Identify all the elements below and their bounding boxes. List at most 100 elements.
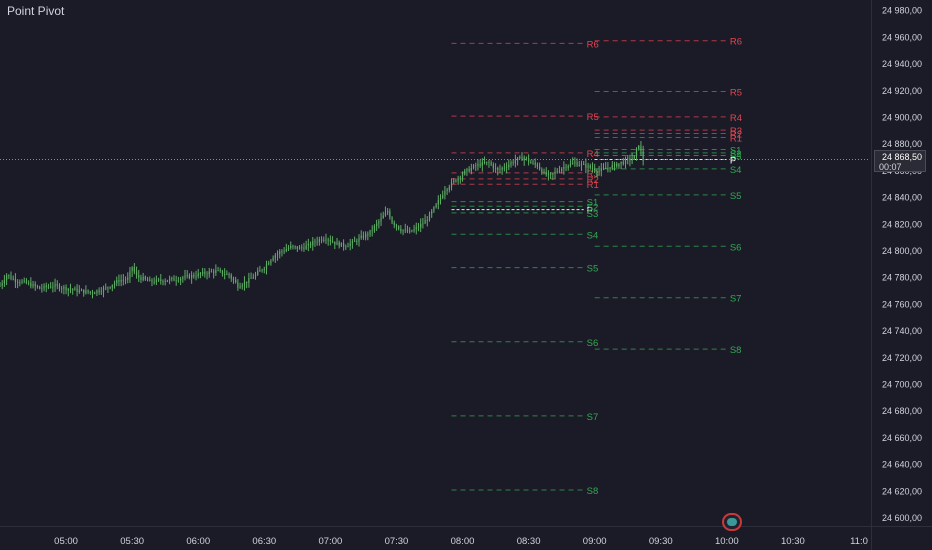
candle-body xyxy=(296,246,298,249)
candle-body xyxy=(314,241,316,243)
candle-body xyxy=(276,253,279,256)
candle-body xyxy=(283,250,285,252)
candle-body xyxy=(627,158,629,160)
candle-body xyxy=(281,251,283,252)
time-tick-label: 05:30 xyxy=(120,536,144,547)
candle-body xyxy=(107,287,109,289)
candle-body xyxy=(124,279,127,281)
price-tick-label: 24 780,00 xyxy=(882,273,922,283)
candle-body xyxy=(85,290,87,294)
candle-body xyxy=(616,163,618,167)
candle-body xyxy=(197,273,199,277)
candle-body xyxy=(340,242,342,247)
price-axis[interactable]: 24 980,00 24 960,00 24 940,00 24 920,00 24 9… xyxy=(882,6,922,523)
candle-body xyxy=(301,247,303,249)
pivot-label-r1: R1 xyxy=(587,180,599,191)
time-axis[interactable]: 05:00 05:30 06:00 06:30 07:00 07:30 08:00 08:30… xyxy=(54,536,868,547)
candle-body xyxy=(80,289,83,291)
candle-body xyxy=(585,164,587,168)
candle-body xyxy=(596,170,598,172)
candle-body xyxy=(576,162,578,166)
pivot-label-s3: S3 xyxy=(587,209,599,220)
pivot-label-r1: R1 xyxy=(730,134,742,145)
candle-body xyxy=(6,275,8,281)
candle-body xyxy=(67,289,69,291)
pivot-label-s7: S7 xyxy=(587,412,599,423)
candle-body xyxy=(307,243,309,246)
candle-body xyxy=(594,168,596,171)
candle-body xyxy=(525,157,528,159)
candle-body xyxy=(420,223,422,228)
candle-body xyxy=(393,222,395,225)
candle-body xyxy=(563,166,565,169)
candle-body xyxy=(305,245,307,249)
last-price-value: 24 868,50 xyxy=(881,152,922,162)
candle-body xyxy=(47,286,50,288)
pivot-label-r4: R4 xyxy=(730,113,742,124)
candle-body xyxy=(523,157,525,161)
candle-body xyxy=(516,157,519,161)
price-tick-label: 24 760,00 xyxy=(882,299,922,309)
candle-body xyxy=(468,168,470,172)
candle-body xyxy=(188,275,191,279)
candle-body xyxy=(404,229,406,231)
candle-body xyxy=(417,227,420,228)
candle-body xyxy=(351,241,354,244)
candle-body xyxy=(534,162,536,165)
candle-body xyxy=(213,271,215,273)
candle-body xyxy=(512,162,514,164)
candle-body xyxy=(325,239,327,241)
candle-body xyxy=(173,277,175,281)
candle-body xyxy=(402,230,404,232)
candle-body xyxy=(215,269,217,273)
candle-body xyxy=(250,278,252,279)
time-tick-label: 07:30 xyxy=(385,536,409,547)
candle-body xyxy=(629,158,631,161)
price-tick-label: 24 980,00 xyxy=(882,6,922,16)
candle-body xyxy=(87,290,89,292)
candle-body xyxy=(237,282,239,288)
price-tick-label: 24 900,00 xyxy=(882,112,922,122)
candle-body xyxy=(254,274,257,278)
candle-body xyxy=(182,277,184,279)
candle-body xyxy=(543,171,545,173)
candle-body xyxy=(23,280,25,282)
pivot-label-s8: S8 xyxy=(730,345,742,356)
candle-body xyxy=(497,168,499,171)
candle-body xyxy=(561,168,563,172)
pivot-label-s4: S4 xyxy=(730,165,742,176)
calendar-event-icon[interactable] xyxy=(722,513,742,531)
candle-body xyxy=(450,181,453,188)
candle-body xyxy=(76,288,78,292)
candle-body xyxy=(618,163,620,167)
candle-body xyxy=(199,273,202,275)
pivot-label-r5: R5 xyxy=(587,112,599,123)
candle-series xyxy=(0,141,644,299)
candle-body xyxy=(50,286,52,288)
candle-body xyxy=(312,241,314,246)
candle-body xyxy=(624,159,627,164)
candle-body xyxy=(483,162,486,163)
candle-body xyxy=(424,220,426,224)
pivot-label-s8: S8 xyxy=(587,486,599,497)
candle-body xyxy=(428,213,431,221)
candle-body xyxy=(138,275,140,278)
candle-body xyxy=(444,191,446,196)
pivot-label-r6: R6 xyxy=(587,39,599,50)
candle-body xyxy=(122,279,124,281)
candle-body xyxy=(395,224,398,227)
candle-body xyxy=(89,291,91,293)
price-tick-label: 24 880,00 xyxy=(882,139,922,149)
candle-body xyxy=(259,270,261,272)
candle-body xyxy=(442,195,444,198)
candle-body xyxy=(252,277,254,279)
time-tick-label: 09:00 xyxy=(583,536,607,547)
candle-body xyxy=(398,226,400,229)
candle-body xyxy=(41,288,43,290)
candle-body xyxy=(342,242,345,247)
candle-body xyxy=(171,277,173,279)
candle-body xyxy=(528,158,530,162)
price-tick-label: 24 820,00 xyxy=(882,219,922,229)
candle-body xyxy=(235,280,237,283)
